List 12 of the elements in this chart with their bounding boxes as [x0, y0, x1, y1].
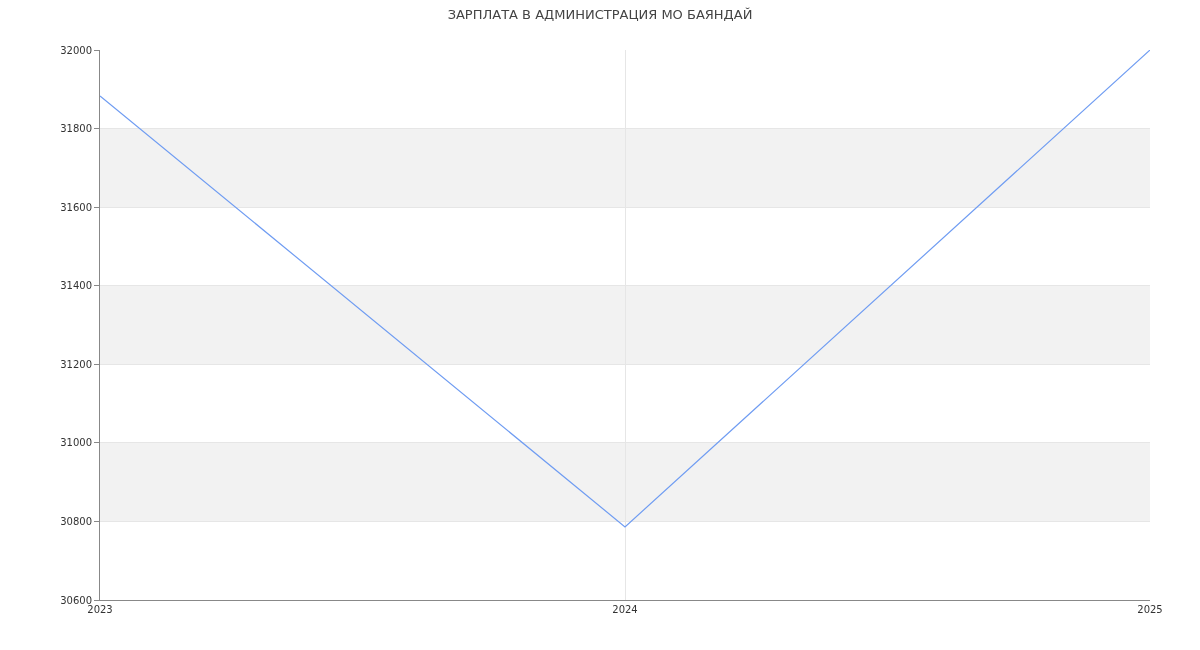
y-tick-label: 31800: [60, 123, 92, 135]
y-tick-label: 31400: [60, 280, 92, 292]
x-tick-label: 2025: [1137, 604, 1163, 615]
x-tick-label: 2023: [87, 604, 113, 615]
y-tick-label: 30800: [60, 515, 92, 527]
chart-title: ЗАРПЛАТА В АДМИНИСТРАЦИЯ МО БАЯНДАЙ: [447, 6, 753, 22]
y-tick-label: 31600: [60, 201, 92, 213]
y-tick-label: 31200: [60, 358, 92, 370]
y-tick-label: 31000: [60, 437, 92, 449]
y-tick-label: 30600: [60, 594, 92, 606]
y-tick-label: 32000: [60, 44, 92, 56]
x-tick-label: 2024: [612, 604, 638, 615]
